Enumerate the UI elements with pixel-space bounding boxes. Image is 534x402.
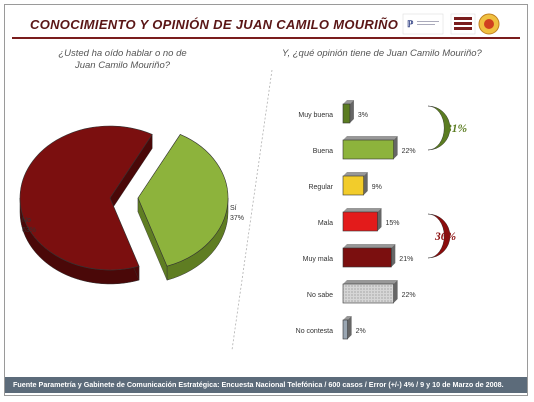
- bar-face: [342, 175, 365, 196]
- bar-category-label: Muy buena: [298, 112, 333, 119]
- crescent-icon: [427, 213, 451, 259]
- bar-face: [342, 103, 351, 124]
- bar-value-label: 22%: [402, 148, 416, 155]
- divider-line: [231, 69, 273, 351]
- bar-value-label: 9%: [372, 184, 382, 191]
- bar-top-face: [343, 244, 396, 248]
- bar-category-label: Muy mala: [303, 256, 333, 263]
- group-total-label: 36%: [434, 231, 456, 243]
- bar-mala: Mala 15%: [318, 208, 400, 232]
- bar-side-face: [377, 208, 382, 231]
- bar-side-face: [363, 172, 368, 195]
- pie-slice-top: [19, 125, 153, 271]
- bar-face: [342, 247, 392, 268]
- bar-no-sabe: No sabe 22%: [307, 280, 416, 304]
- svg-text:ℙ: ℙ: [407, 19, 414, 29]
- pie-slice-s: [137, 133, 229, 281]
- bar-category-label: No contesta: [296, 328, 333, 335]
- bar-value-label: 3%: [358, 112, 368, 119]
- bar-value-label: 15%: [386, 220, 400, 227]
- bar-category-label: Buena: [313, 148, 333, 155]
- bar-top-face: [343, 208, 382, 212]
- bar-top-face: [343, 316, 352, 320]
- question-left-line2: Juan Camilo Mouriño?: [74, 60, 171, 71]
- bar-face: [342, 319, 348, 340]
- bar-value-label: 21%: [399, 256, 413, 263]
- parametria-logo: ℙ: [402, 13, 444, 35]
- bar-chart: Muy buena 3% Buena 22% Regular 9% Mala 15% Muy m…: [296, 100, 467, 340]
- title-rule: [12, 37, 520, 39]
- question-left-line1: ¿Usted ha oído hablar o no de: [58, 48, 187, 59]
- bar-top-face: [343, 172, 368, 176]
- pie-label-category: Sí: [230, 205, 237, 212]
- bar-value-label: 2%: [356, 328, 366, 335]
- crescent-icon: [427, 105, 451, 151]
- bar-face: [342, 139, 394, 160]
- bar-top-face: [343, 100, 354, 104]
- pie-label-value: 63%: [22, 227, 36, 234]
- pie-chart: No 63% Sí 37%: [19, 125, 244, 285]
- footer-source: Fuente Parametría y Gabinete de Comunica…: [13, 380, 504, 389]
- bar-value-label: 22%: [402, 292, 416, 299]
- pie-slice-no: [19, 125, 153, 285]
- bar-no-contesta: No contesta 2%: [296, 316, 366, 340]
- bar-face: [342, 283, 394, 304]
- bar-top-face: [343, 136, 398, 140]
- bar-muy-mala: Muy mala 21%: [303, 244, 413, 268]
- bar-face: [342, 211, 378, 232]
- pie-slice-top: [137, 134, 229, 267]
- bar-side-face: [391, 244, 396, 267]
- question-right: Y, ¿qué opinión tiene de Juan Camilo Mou…: [282, 48, 482, 59]
- group-bracket-1: 31%: [427, 105, 467, 151]
- bar-top-face: [343, 280, 398, 284]
- bar-side-face: [347, 316, 352, 339]
- bar-category-label: Mala: [318, 220, 333, 227]
- bar-side-face: [393, 136, 398, 159]
- bar-category-label: No sabe: [307, 292, 333, 299]
- bar-regular: Regular 9%: [308, 172, 382, 196]
- bar-muy-buena: Muy buena 3%: [298, 100, 368, 124]
- bar-side-face: [349, 100, 354, 123]
- group-total-label: 31%: [445, 123, 467, 135]
- bar-buena: Buena 22%: [313, 136, 416, 160]
- pie-label-value: 37%: [230, 215, 244, 222]
- logos: ℙ: [402, 13, 500, 35]
- gabinete-logo: [450, 13, 476, 35]
- seal-logo: [478, 13, 500, 35]
- bar-side-face: [393, 280, 398, 303]
- slide-frame: [4, 4, 528, 396]
- question-left: ¿Usted ha oído hablar o no de Juan Camil…: [35, 48, 210, 72]
- slide-title: CONOCIMIENTO Y OPINIÓN DE JUAN CAMILO MO…: [30, 17, 399, 32]
- bar-category-label: Regular: [308, 184, 333, 191]
- group-bracket-2: 36%: [427, 213, 456, 259]
- pie-label-category: No: [22, 217, 31, 224]
- footer-bar: Fuente Parametría y Gabinete de Comunica…: [5, 377, 527, 393]
